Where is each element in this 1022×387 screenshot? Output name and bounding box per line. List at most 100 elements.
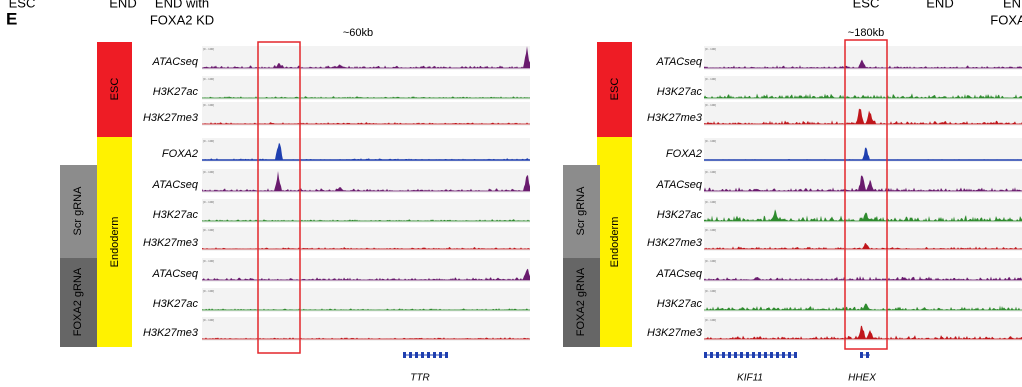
range-label: [0 - 100] bbox=[705, 103, 716, 107]
gene-label: TTR bbox=[410, 373, 429, 384]
range-label: [0 - 100] bbox=[203, 228, 214, 232]
exon bbox=[710, 352, 713, 358]
track-bg bbox=[202, 317, 530, 341]
signal bbox=[202, 337, 530, 339]
header: EN bbox=[1003, 0, 1021, 10]
scale-label: ~60kb bbox=[343, 27, 373, 39]
scr-label: Scr gRNA bbox=[72, 186, 84, 236]
scr-label: Scr gRNA bbox=[575, 186, 587, 236]
range-label: [0 - 100] bbox=[705, 259, 716, 263]
range-label: [0 - 100] bbox=[203, 103, 214, 107]
header: FOXA2 KD bbox=[150, 12, 214, 27]
signal bbox=[202, 308, 530, 310]
range-label: [0 - 100] bbox=[705, 200, 716, 204]
range-label: [0 - 100] bbox=[705, 47, 716, 51]
track-bg bbox=[202, 76, 530, 100]
kd-block bbox=[60, 258, 97, 347]
scr-block bbox=[60, 165, 97, 258]
track-label: H3K27ac bbox=[657, 298, 703, 310]
range-label: [0 - 100] bbox=[203, 139, 214, 143]
exon bbox=[403, 352, 406, 358]
signal bbox=[202, 247, 530, 249]
exon bbox=[722, 352, 725, 358]
track-label: H3K27me3 bbox=[143, 327, 199, 339]
track-label: H3K27ac bbox=[153, 209, 199, 221]
range-label: [0 - 100] bbox=[705, 318, 716, 322]
track-label: ATACseq bbox=[656, 56, 703, 68]
highlight-box bbox=[257, 41, 301, 354]
exon bbox=[427, 352, 430, 358]
exon bbox=[758, 352, 761, 358]
exon bbox=[788, 352, 791, 358]
esc-label: ESC bbox=[609, 78, 621, 101]
track-label: ATACseq bbox=[656, 268, 703, 280]
track-label: ATACseq bbox=[152, 179, 199, 191]
exon bbox=[794, 352, 797, 358]
track-bg bbox=[202, 169, 530, 193]
scale-label: ~180kb bbox=[848, 27, 884, 39]
exon bbox=[728, 352, 731, 358]
range-label: [0 - 100] bbox=[203, 318, 214, 322]
track-label: H3K27me3 bbox=[647, 112, 703, 124]
range-label: [0 - 100] bbox=[705, 139, 716, 143]
signal bbox=[704, 59, 1022, 68]
track-label: H3K27me3 bbox=[143, 112, 199, 124]
endoderm-block bbox=[597, 137, 632, 347]
track-bg bbox=[202, 199, 530, 223]
esc-block bbox=[597, 42, 632, 137]
signal bbox=[704, 175, 1022, 191]
range-label: [0 - 100] bbox=[203, 170, 214, 174]
exon bbox=[716, 352, 719, 358]
range-label: [0 - 100] bbox=[203, 259, 214, 263]
highlight-box bbox=[844, 39, 888, 350]
endoderm-block bbox=[97, 137, 132, 347]
header: ESC bbox=[9, 0, 36, 10]
exon bbox=[445, 352, 448, 358]
exon bbox=[752, 352, 755, 358]
track-bg bbox=[704, 288, 1022, 312]
header: END with bbox=[155, 0, 209, 10]
track-label: H3K27me3 bbox=[647, 237, 703, 249]
esc-label: ESC bbox=[109, 78, 121, 101]
range-label: [0 - 100] bbox=[203, 77, 214, 81]
gene-label: HHEX bbox=[848, 373, 876, 384]
signal bbox=[202, 96, 530, 98]
exon bbox=[421, 352, 424, 358]
header: END bbox=[109, 0, 136, 10]
exon bbox=[770, 352, 773, 358]
exon bbox=[764, 352, 767, 358]
track-bg bbox=[202, 138, 530, 162]
track-label: H3K27ac bbox=[153, 298, 199, 310]
track-label: H3K27ac bbox=[153, 86, 199, 98]
exon bbox=[740, 352, 743, 358]
track-bg bbox=[202, 227, 530, 251]
track-label: H3K27me3 bbox=[143, 237, 199, 249]
track-label: ATACseq bbox=[152, 56, 199, 68]
track-label: ATACseq bbox=[152, 268, 199, 280]
panel-label: E bbox=[6, 9, 17, 28]
track-bg bbox=[704, 227, 1022, 251]
header: END bbox=[926, 0, 953, 10]
track-bg bbox=[202, 46, 530, 70]
header: FOXA bbox=[990, 12, 1022, 27]
gene-label: KIF11 bbox=[737, 373, 763, 384]
exon bbox=[746, 352, 749, 358]
track-label: FOXA2 bbox=[162, 148, 198, 160]
track-bg bbox=[202, 102, 530, 126]
exon bbox=[776, 352, 779, 358]
signal bbox=[704, 93, 1022, 98]
signal bbox=[704, 303, 1022, 310]
exon bbox=[782, 352, 785, 358]
esc-block bbox=[97, 42, 132, 137]
range-label: [0 - 100] bbox=[705, 170, 716, 174]
header: ESC bbox=[853, 0, 880, 10]
range-label: [0 - 100] bbox=[705, 77, 716, 81]
range-label: [0 - 100] bbox=[203, 47, 214, 51]
signal bbox=[704, 276, 1022, 280]
signal bbox=[202, 268, 530, 280]
kd-label: FOXA2 gRNA bbox=[72, 267, 84, 336]
kd-block bbox=[563, 258, 600, 347]
range-label: [0 - 100] bbox=[203, 289, 214, 293]
track-bg bbox=[202, 258, 530, 282]
